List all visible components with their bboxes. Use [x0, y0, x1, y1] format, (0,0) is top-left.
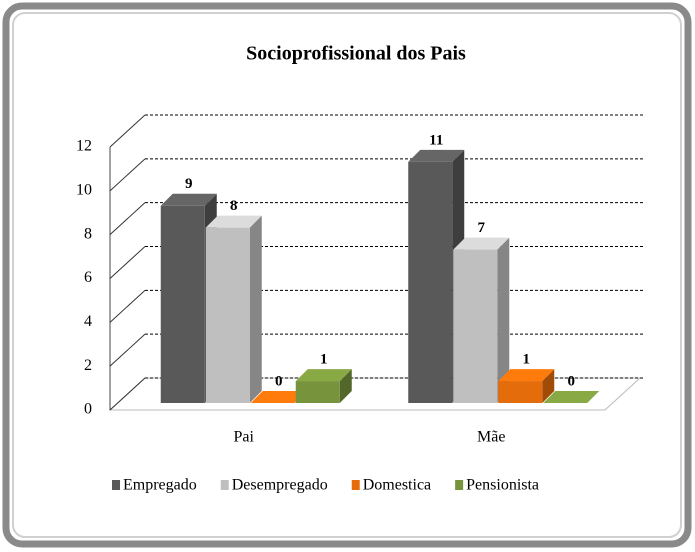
- data-label: 8: [230, 198, 238, 214]
- data-label: 0: [568, 373, 576, 389]
- y-tick-label: 6: [84, 269, 92, 286]
- bar-top: [205, 215, 262, 228]
- grid-line: [109, 333, 146, 367]
- data-label: 0: [275, 373, 283, 389]
- data-label: 9: [185, 176, 193, 192]
- legend-swatch: [455, 480, 464, 490]
- bar: [205, 227, 250, 403]
- grid-line: [109, 246, 146, 279]
- legend-swatch: [112, 480, 120, 490]
- data-label: 11: [429, 132, 443, 148]
- y-tick-label: 2: [84, 357, 92, 374]
- grid-line: [109, 377, 146, 411]
- y-tick-label: 4: [84, 313, 92, 330]
- legend-swatch: [220, 480, 229, 490]
- bar-side: [249, 215, 262, 403]
- legend-label: Pensionista: [466, 477, 539, 494]
- bar: [160, 205, 205, 403]
- y-tick-label: 0: [84, 401, 92, 418]
- bar-side: [497, 237, 510, 403]
- bar: [498, 381, 543, 403]
- grid-line: [109, 158, 146, 192]
- data-label: 7: [478, 220, 486, 236]
- bar-top: [250, 391, 307, 403]
- data-label: 1: [523, 352, 531, 368]
- bar-top: [408, 149, 465, 162]
- x-tick-label: Mãe: [477, 429, 505, 446]
- grid-line: [109, 114, 146, 148]
- bar-top: [543, 391, 600, 403]
- chart-title: Socioprofissional dos Pais: [246, 43, 466, 65]
- bar-side: [339, 369, 352, 403]
- bar: [453, 249, 498, 403]
- bar-top: [498, 369, 555, 382]
- bar-side: [542, 369, 555, 403]
- x-tick-label: Pai: [234, 429, 255, 446]
- bar: [295, 381, 340, 403]
- data-label: 1: [320, 352, 328, 368]
- y-tick-label: 10: [76, 182, 92, 199]
- legend-label: Desempregado: [232, 477, 328, 494]
- y-tick-label: 12: [76, 138, 92, 155]
- bar: [408, 161, 453, 403]
- grid-line: [109, 289, 146, 323]
- bar-top: [295, 369, 352, 382]
- bar-top: [160, 193, 217, 206]
- y-tick-label: 8: [84, 225, 92, 242]
- grid-line: [109, 202, 146, 236]
- legend-label: Domestica: [363, 477, 431, 494]
- frame-inner: [12, 12, 682, 538]
- legend-swatch: [351, 480, 360, 490]
- legend-label: Empregado: [123, 477, 197, 494]
- bar-top: [453, 237, 510, 250]
